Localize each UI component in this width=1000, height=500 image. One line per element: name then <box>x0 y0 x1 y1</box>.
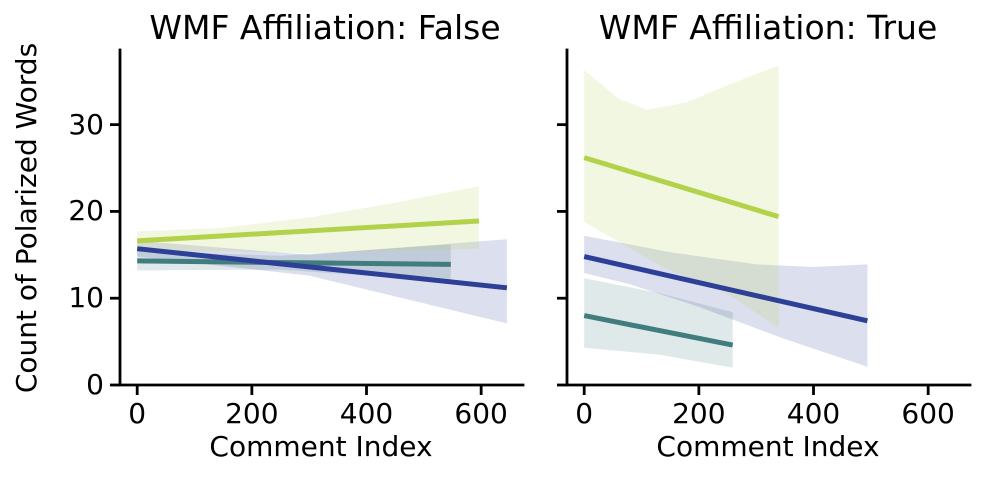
green-group-regression-line <box>583 155 780 219</box>
blue-group-regression-line <box>583 254 868 324</box>
teal-group-confidence-band <box>584 278 733 368</box>
panel-false <box>110 48 525 395</box>
green-group-confidence-band <box>137 186 479 254</box>
green-group-regression-line <box>137 218 480 244</box>
blue-group-confidence-band <box>584 235 868 367</box>
teal-group-regression-line <box>137 258 451 267</box>
blue-group-regression-line <box>136 246 508 291</box>
teal-group-regression-line <box>583 313 734 348</box>
panel-true <box>557 48 972 395</box>
green-group-confidence-band <box>584 65 779 328</box>
